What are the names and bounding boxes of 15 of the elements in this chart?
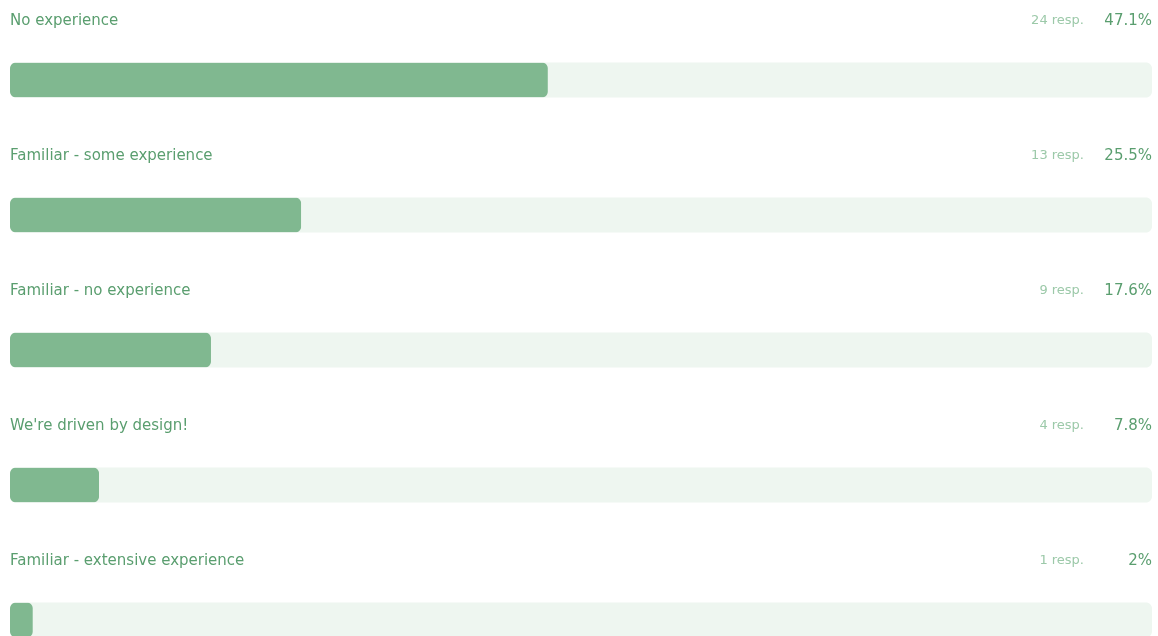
data-label: 2% <box>1128 551 1152 569</box>
annotation: 24 resp. <box>1031 12 1084 27</box>
y-tick-label: Familiar - extensive experience <box>10 551 245 569</box>
data-label: 7.8% <box>1113 416 1152 434</box>
annotation: 4 resp. <box>1039 417 1084 432</box>
annotation: 13 resp. <box>1031 147 1084 162</box>
y-tick-label: We're driven by design! <box>10 416 189 434</box>
data-label: 47.1% <box>1104 11 1152 29</box>
y-tick-label: Familiar - some experience <box>10 146 213 164</box>
data-label: 17.6% <box>1104 281 1152 299</box>
annotation: 1 resp. <box>1039 552 1084 567</box>
y-tick-label: No experience <box>10 11 119 29</box>
data-label: 25.5% <box>1104 146 1152 164</box>
annotation: 9 resp. <box>1039 282 1084 297</box>
y-tick-label: Familiar - no experience <box>10 281 191 299</box>
